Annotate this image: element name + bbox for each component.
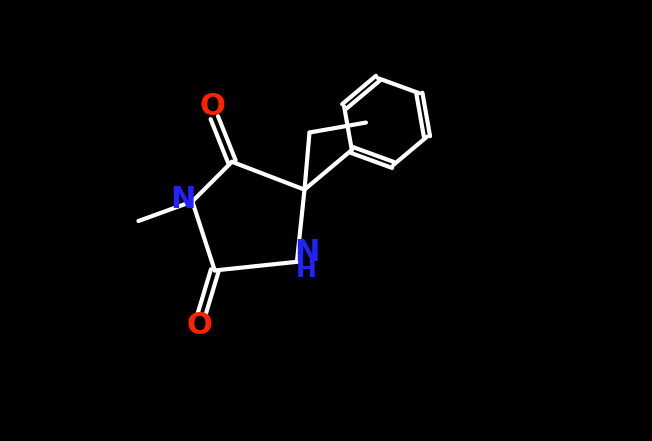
Text: H: H (296, 258, 317, 282)
Text: N: N (170, 185, 196, 214)
Text: O: O (199, 92, 225, 121)
Text: O: O (186, 311, 213, 340)
Text: N: N (294, 238, 319, 267)
